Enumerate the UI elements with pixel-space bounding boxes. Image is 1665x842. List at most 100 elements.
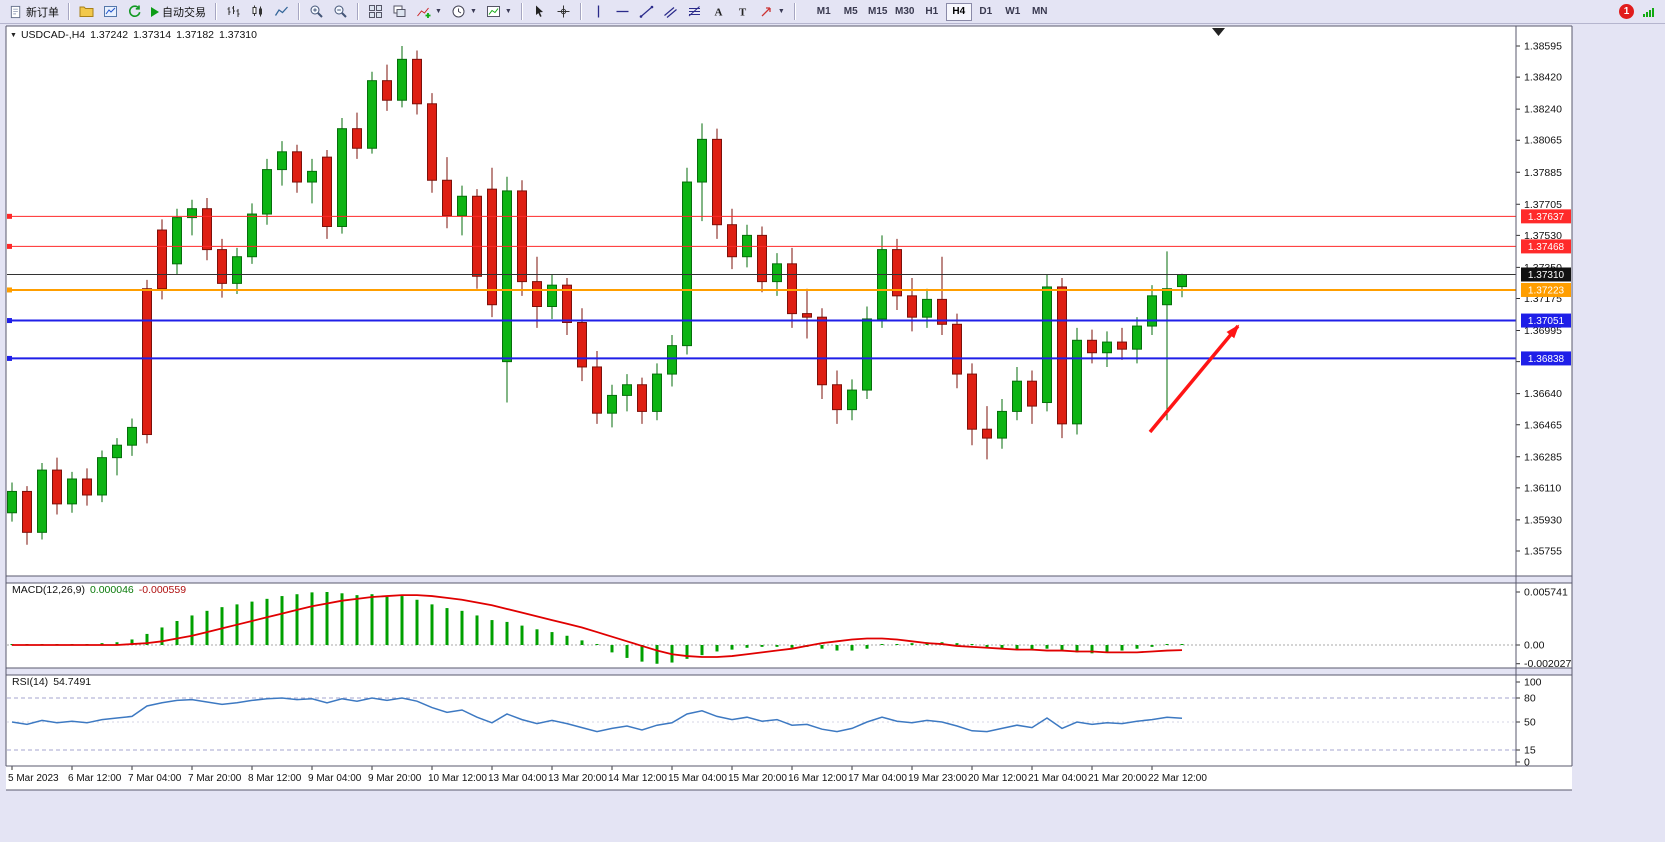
folder-icon <box>79 6 94 17</box>
indicators-button[interactable]: ▼ <box>412 2 446 22</box>
bar-chart-button[interactable] <box>222 2 245 22</box>
chart-shift-marker[interactable] <box>1212 28 1225 36</box>
notification-badge[interactable]: 1 <box>1619 4 1634 19</box>
timeframe-m5[interactable]: M5 <box>838 3 864 21</box>
timeframe-toolbar: M1 M5 M15 M30 H1 H4 D1 W1 MN <box>811 2 1053 21</box>
chart-window-icon <box>104 6 117 17</box>
svg-text:50: 50 <box>1524 717 1536 729</box>
crosshair-button[interactable] <box>552 2 575 22</box>
text-button[interactable]: A <box>707 2 730 22</box>
charts-button[interactable] <box>99 2 122 22</box>
trendline-button[interactable] <box>635 2 658 22</box>
crosshair-icon <box>557 5 570 18</box>
zoom-in-button[interactable] <box>305 2 328 22</box>
timeframe-m15[interactable]: M15 <box>865 3 891 21</box>
fibonacci-button[interactable] <box>683 2 706 22</box>
svg-text:1.38240: 1.38240 <box>1524 104 1562 116</box>
zoom-out-button[interactable] <box>329 2 352 22</box>
new-order-label: 新订单 <box>26 6 59 19</box>
horizontal-line-button[interactable] <box>611 2 634 22</box>
timeframe-mn[interactable]: MN <box>1027 3 1053 21</box>
label-icon: T <box>739 7 747 19</box>
zoom-out-icon <box>334 5 347 18</box>
ohlc-open: 1.37242 <box>90 29 129 41</box>
svg-text:8 Mar 12:00: 8 Mar 12:00 <box>248 773 302 784</box>
svg-text:100: 100 <box>1524 677 1542 689</box>
svg-text:7 Mar 20:00: 7 Mar 20:00 <box>188 773 242 784</box>
indicators-icon <box>417 7 431 18</box>
svg-text:15 Mar 04:00: 15 Mar 04:00 <box>668 773 727 784</box>
new-order-button[interactable]: 新订单 <box>5 2 63 22</box>
svg-text:10 Mar 12:00: 10 Mar 12:00 <box>428 773 487 784</box>
timeframe-h1[interactable]: H1 <box>919 3 945 21</box>
svg-text:1.36285: 1.36285 <box>1524 451 1562 463</box>
separator <box>579 3 582 20</box>
bar-chart-icon <box>227 6 240 17</box>
svg-text:1.37885: 1.37885 <box>1524 167 1562 179</box>
timeframe-d1[interactable]: D1 <box>973 3 999 21</box>
horizontal-line-icon <box>616 10 629 13</box>
time-axis: 5 Mar 2023 6 Mar 12:00 7 Mar 04:00 7 Mar 20… <box>8 766 1207 784</box>
templates-button[interactable]: ▼ <box>482 2 516 22</box>
timeframe-h4[interactable]: H4 <box>945 2 972 21</box>
tile-windows-button[interactable] <box>364 2 387 22</box>
chart-symbol-period: USDCAD-,H4 <box>20 29 86 41</box>
price-axis: 1.38595 1.38420 1.38240 1.38065 1.37885 1.377… <box>1516 41 1571 769</box>
line-chart-button[interactable] <box>270 2 293 22</box>
svg-text:0.00: 0.00 <box>1524 640 1545 652</box>
svg-text:15: 15 <box>1524 745 1536 757</box>
one-click-trading-toggle[interactable]: ▼ <box>10 32 17 39</box>
svg-text:1.37223: 1.37223 <box>1528 285 1565 296</box>
label-button[interactable]: T <box>731 2 754 22</box>
candlestick-chart-button[interactable] <box>246 2 269 22</box>
svg-text:1.36640: 1.36640 <box>1524 388 1562 400</box>
svg-text:14 Mar 12:00: 14 Mar 12:00 <box>608 773 667 784</box>
rsi-name: RSI(14) <box>12 676 49 688</box>
periods-button[interactable]: ▼ <box>447 2 481 22</box>
svg-text:1.37310: 1.37310 <box>1528 270 1565 281</box>
channel-button[interactable] <box>659 2 682 22</box>
svg-text:1.37530: 1.37530 <box>1524 230 1562 242</box>
svg-text:15 Mar 20:00: 15 Mar 20:00 <box>728 773 787 784</box>
cursor-button[interactable] <box>528 2 551 22</box>
svg-text:13 Mar 04:00: 13 Mar 04:00 <box>488 773 547 784</box>
horizontal-lines[interactable] <box>7 213 1516 361</box>
cascade-windows-button[interactable] <box>388 2 411 22</box>
vertical-line-button[interactable] <box>587 2 610 22</box>
separator <box>793 3 796 20</box>
play-icon <box>151 6 159 17</box>
svg-text:1.37051: 1.37051 <box>1528 316 1565 327</box>
refresh-icon <box>129 5 141 17</box>
timeframe-m1[interactable]: M1 <box>811 3 837 21</box>
svg-text:1.37705: 1.37705 <box>1524 199 1562 211</box>
trend-arrow[interactable] <box>1148 324 1240 434</box>
svg-text:20 Mar 12:00: 20 Mar 12:00 <box>968 773 1027 784</box>
autotrading-button[interactable]: 自动交易 <box>147 2 210 22</box>
svg-text:17 Mar 04:00: 17 Mar 04:00 <box>848 773 907 784</box>
svg-text:7 Mar 04:00: 7 Mar 04:00 <box>128 773 182 784</box>
svg-text:1.36995: 1.36995 <box>1524 325 1562 337</box>
svg-text:16 Mar 12:00: 16 Mar 12:00 <box>788 773 847 784</box>
svg-text:1.38595: 1.38595 <box>1524 41 1562 53</box>
svg-text:A: A <box>714 7 722 19</box>
clock-icon <box>452 5 465 18</box>
ohlc-low: 1.37182 <box>176 29 215 41</box>
svg-text:1.37468: 1.37468 <box>1528 242 1565 253</box>
refresh-button[interactable] <box>123 2 146 22</box>
separator <box>520 3 523 20</box>
svg-text:5 Mar 2023: 5 Mar 2023 <box>8 773 59 784</box>
shapes-button[interactable]: ▼ <box>755 2 789 22</box>
timeframe-m30[interactable]: M30 <box>892 3 918 21</box>
zoom-in-icon <box>310 5 323 18</box>
timeframe-w1[interactable]: W1 <box>1000 3 1026 21</box>
profiles-button[interactable] <box>75 2 98 22</box>
svg-text:22 Mar 12:00: 22 Mar 12:00 <box>1148 773 1207 784</box>
svg-text:T: T <box>739 7 747 19</box>
chevron-down-icon: ▼ <box>777 8 785 15</box>
svg-text:1.35930: 1.35930 <box>1524 514 1562 526</box>
cursor-icon <box>535 5 543 17</box>
ohlc-high: 1.37314 <box>133 29 172 41</box>
cascade-windows-icon <box>393 5 406 17</box>
channel-icon <box>663 7 677 18</box>
